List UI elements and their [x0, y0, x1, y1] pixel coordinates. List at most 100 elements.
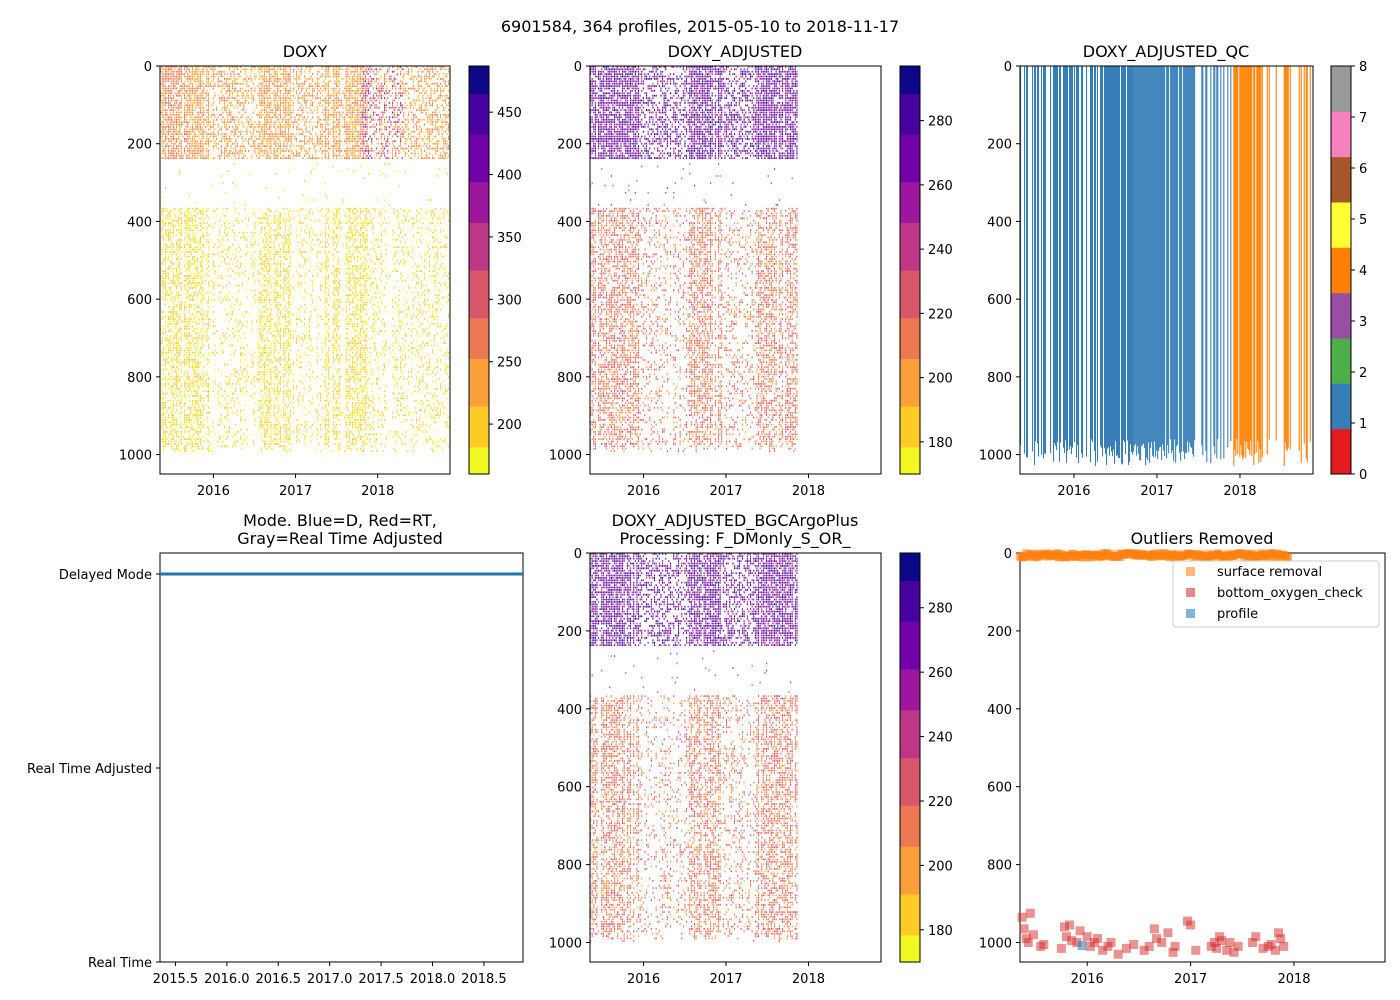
- doxy-cell: [184, 318, 185, 320]
- doxy-cell: [170, 431, 171, 433]
- doxy-cell: [187, 421, 188, 423]
- doxy-cell: [168, 76, 169, 78]
- doxy-cell: [173, 131, 174, 133]
- doxy-cell: [184, 222, 185, 224]
- doxy-cell: [176, 249, 177, 251]
- doxy-cell: [162, 407, 163, 409]
- doxy-cell: [165, 369, 166, 371]
- doxy-cell: [168, 316, 169, 318]
- doxy-cell: [176, 241, 177, 243]
- doxy-cell: [166, 321, 167, 323]
- doxy-cell: [184, 152, 185, 154]
- doxy-cell: [173, 109, 174, 111]
- doxy-plot-area: 2016 2017 20180200400600800100020025030035…: [119, 60, 522, 499]
- doxy-cell: [187, 364, 188, 366]
- doxy-cell: [178, 100, 179, 102]
- doxy-cell: [166, 78, 167, 80]
- doxy-cell: [176, 373, 177, 375]
- doxy-cell: [189, 345, 190, 347]
- doxy-cell: [181, 304, 182, 306]
- doxy-cell: [171, 316, 172, 318]
- doxy-cell: [189, 299, 190, 301]
- doxy-cell: [184, 148, 185, 150]
- doxy-cell: [181, 213, 182, 215]
- doxy-cell: [189, 342, 190, 344]
- doxy-cell: [168, 345, 169, 347]
- doxy-cell: [184, 80, 185, 82]
- doxy-cell: [171, 441, 172, 443]
- doxy-cell: [163, 140, 164, 142]
- doxy-cell: [173, 244, 174, 246]
- doxy-cell: [186, 325, 187, 327]
- doxy-cell: [178, 381, 179, 383]
- doxy-cell: [190, 83, 191, 85]
- doxy-cell: [165, 78, 166, 80]
- doxy-cell: [165, 92, 166, 94]
- doxy-cell: [171, 433, 172, 435]
- doxy-cell: [163, 287, 164, 289]
- doxy-cell: [162, 78, 163, 80]
- doxy-cell: [178, 313, 179, 315]
- doxy-cell: [179, 388, 180, 390]
- doxy-cell: [166, 429, 167, 431]
- doxy-cell: [189, 88, 190, 90]
- doxy-cell: [174, 68, 175, 70]
- doxy-cell: [178, 349, 179, 351]
- doxy-cell: [187, 155, 188, 157]
- doxy-cell: [181, 148, 182, 150]
- doxy-cell: [179, 241, 180, 243]
- doxy-cell: [170, 316, 171, 318]
- doxy-cell: [171, 429, 172, 431]
- doxy-cell: [184, 213, 185, 215]
- doxy-cell: [162, 133, 163, 135]
- doxy-cell: [178, 388, 179, 390]
- doxy-cell: [168, 318, 169, 320]
- doxy-cell: [184, 349, 185, 351]
- doxy-cell: [189, 119, 190, 121]
- doxy-cell: [184, 421, 185, 423]
- doxy-cell: [163, 333, 164, 335]
- doxy-cell: [173, 263, 174, 265]
- doxy-cell: [176, 325, 177, 327]
- doxy-cell: [168, 373, 169, 375]
- doxy-cell: [187, 148, 188, 150]
- doxy-cell: [179, 270, 180, 272]
- doxy-cell: [171, 83, 172, 85]
- doxy-cell: [181, 126, 182, 128]
- doxy-cell: [179, 352, 180, 354]
- doxy-cell: [184, 445, 185, 447]
- doxy-cell: [174, 138, 175, 140]
- doxy-cell: [170, 232, 171, 234]
- doxy-cell: [165, 352, 166, 354]
- doxy-cell: [166, 369, 167, 371]
- doxy-cell: [178, 261, 179, 263]
- doxy-cell: [176, 100, 177, 102]
- doxy-cell: [174, 100, 175, 102]
- doxy-cell: [173, 73, 174, 75]
- doxy-cell: [186, 431, 187, 433]
- doxy-cell: [186, 345, 187, 347]
- doxy-cell: [162, 152, 163, 154]
- doxy-cell: [178, 114, 179, 116]
- doxy-cell: [176, 155, 177, 157]
- doxy-cell: [178, 294, 179, 296]
- doxy-cell: [171, 222, 172, 224]
- doxy-cell: [179, 112, 180, 114]
- doxy-cell: [163, 282, 164, 284]
- doxy-cell: [163, 104, 164, 106]
- doxy-cell: [170, 213, 171, 215]
- doxy-cell: [170, 335, 171, 337]
- doxy-cell: [165, 299, 166, 301]
- doxy-cell: [163, 148, 164, 150]
- doxy-cell: [176, 409, 177, 411]
- doxy-cell: [163, 419, 164, 421]
- doxy-cell: [187, 244, 188, 246]
- doxy-cell: [168, 217, 169, 219]
- doxy-cell: [187, 95, 188, 97]
- doxy-cell: [166, 215, 167, 217]
- doxy-cell: [174, 359, 175, 361]
- doxy-cell: [162, 352, 163, 354]
- doxy-cell: [181, 421, 182, 423]
- doxy-cell: [187, 80, 188, 82]
- doxy-cell: [179, 95, 180, 97]
